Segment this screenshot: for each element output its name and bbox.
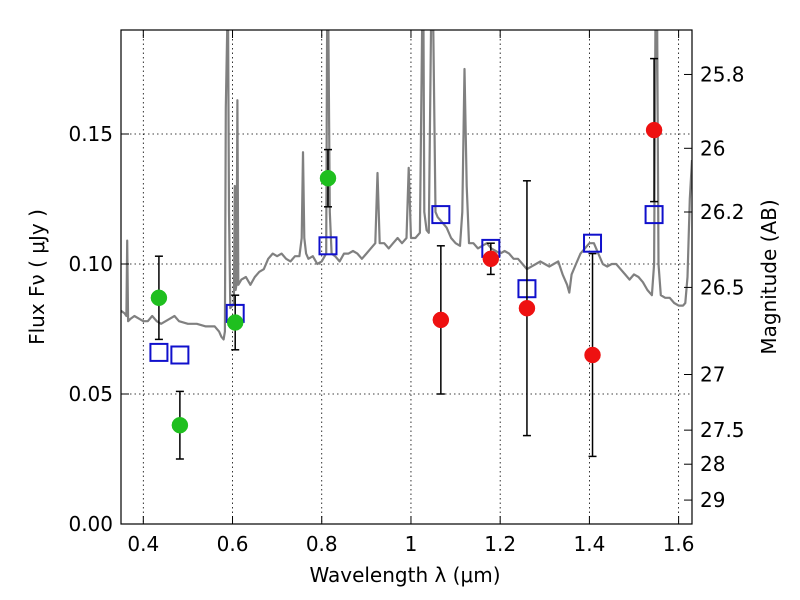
mag-tick-label: 26.2 — [700, 200, 745, 224]
x-tick-label: 0.6 — [217, 532, 249, 556]
y-axis-label: Flux Fν ( μJy ) — [25, 209, 49, 345]
data-point — [171, 416, 189, 434]
plot-frame — [120, 29, 693, 525]
x-tick-label: 1 — [405, 532, 418, 556]
data-point — [518, 299, 536, 317]
x-axis-label: Wavelength λ (μm) — [309, 563, 500, 587]
x-tick-label: 1.2 — [484, 532, 516, 556]
mag-tick-label: 29 — [700, 488, 725, 512]
axes: 0.4 0.6 0.8 1 1.2 1.4 1.6 0.00 0.05 0.10 0.15 25.8 2… — [68, 29, 745, 556]
model-photometry-square — [644, 205, 664, 225]
model-photometry-square — [583, 233, 603, 253]
model-photometry-square — [149, 342, 169, 362]
data-point — [584, 346, 601, 364]
x-tick-label: 1.4 — [573, 532, 605, 556]
x-tick-label: 0.4 — [127, 532, 159, 556]
y-tick-label: 0.15 — [68, 122, 113, 146]
data-point — [645, 121, 663, 139]
mag-tick-label: 26.5 — [700, 275, 745, 299]
mag-tick-label: 26 — [700, 136, 725, 160]
y-tick-label: 0.00 — [68, 512, 113, 536]
spectrum-line — [121, 30, 692, 341]
x-tick-label: 1.6 — [663, 532, 695, 556]
y2-axis-label: Magnitude (AB) — [757, 199, 781, 354]
mag-tick-label: 28 — [700, 452, 725, 476]
plot-area — [121, 30, 692, 460]
model-photometry-square — [318, 236, 338, 256]
grid — [121, 30, 692, 524]
data-point — [150, 289, 168, 307]
model-photometry-square — [431, 205, 451, 225]
data-point — [319, 169, 337, 187]
y-tick-label: 0.05 — [68, 382, 113, 406]
model-photometry-square — [170, 345, 190, 365]
mag-tick-label: 27.5 — [700, 418, 745, 442]
y-tick-label: 0.10 — [68, 252, 113, 276]
mag-tick-label: 27 — [700, 363, 725, 387]
mag-tick-label: 25.8 — [700, 62, 745, 86]
data-point — [432, 311, 450, 329]
data-point — [226, 314, 244, 331]
data-point — [482, 250, 500, 268]
x-tick-label: 0.8 — [306, 532, 338, 556]
